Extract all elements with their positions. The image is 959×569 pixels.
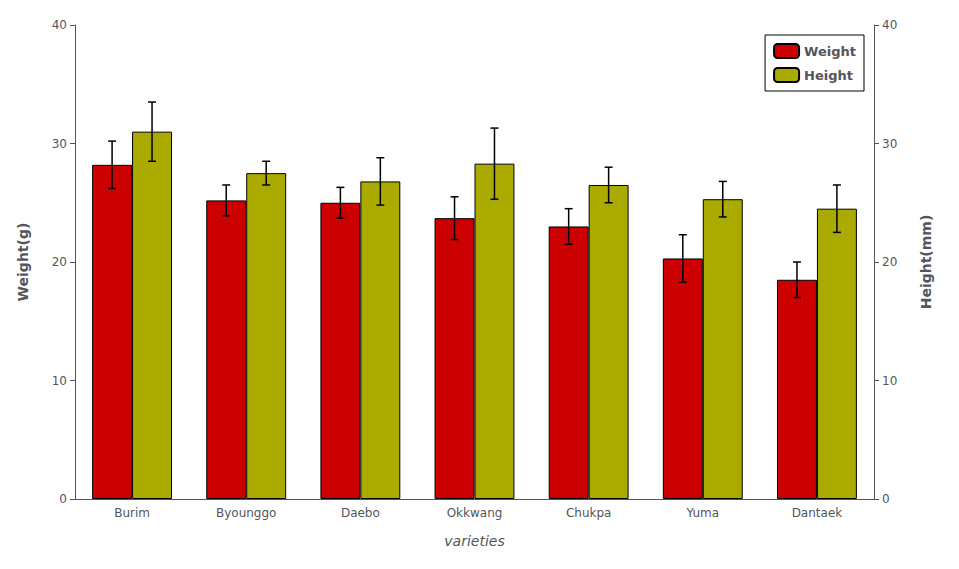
svg-text:Daebo: Daebo [341,506,380,520]
svg-text:30: 30 [52,137,67,151]
svg-text:Height(mm): Height(mm) [918,215,934,310]
svg-text:40: 40 [882,18,897,32]
svg-text:0: 0 [882,492,890,506]
svg-text:Height: Height [804,68,853,83]
svg-text:Weight: Weight [804,44,856,59]
svg-text:30: 30 [882,137,897,151]
svg-text:20: 20 [52,255,67,269]
svg-text:Burim: Burim [114,506,150,520]
svg-text:Dantaek: Dantaek [792,506,843,520]
svg-text:40: 40 [52,18,67,32]
svg-text:Okkwang: Okkwang [447,506,503,520]
svg-text:Chukpa: Chukpa [566,506,612,520]
svg-text:Yuma: Yuma [685,506,719,520]
svg-text:0: 0 [59,492,67,506]
svg-text:10: 10 [52,374,67,388]
svg-text:20: 20 [882,255,897,269]
svg-text:Weight(g): Weight(g) [15,223,31,302]
svg-text:Byounggo: Byounggo [216,506,276,520]
svg-text:10: 10 [882,374,897,388]
svg-text:varieties: varieties [444,533,504,549]
